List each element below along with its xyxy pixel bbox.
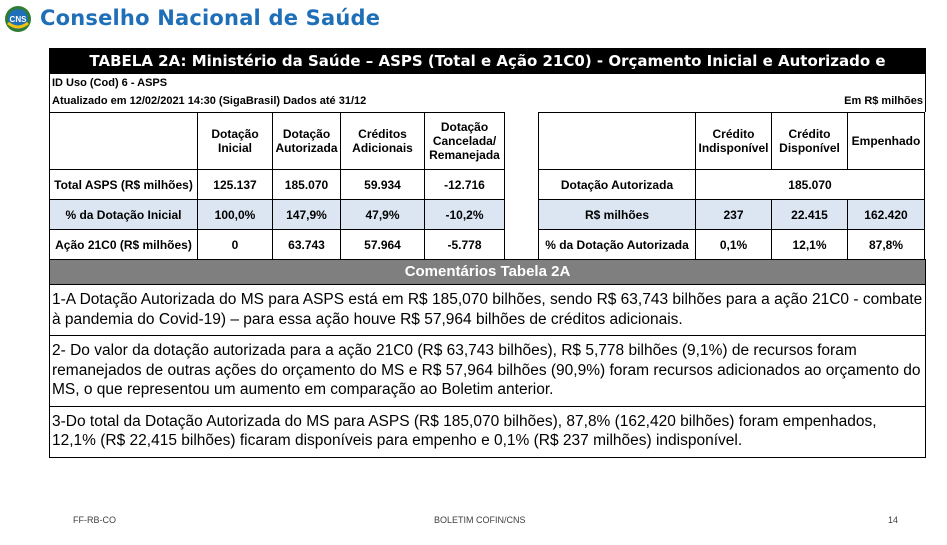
id-line: ID Uso (Cod) 6 - ASPS xyxy=(52,77,168,89)
table-cell: 147,9% xyxy=(272,199,341,230)
table-cell: 87,8% xyxy=(847,229,925,260)
table-cell: 22.415 xyxy=(771,199,848,230)
table-cell: 125.137 xyxy=(197,169,273,200)
header: CNS Conselho Nacional de Saúde xyxy=(0,0,947,40)
corner-cell xyxy=(538,112,696,170)
table-cell: 0 xyxy=(197,229,273,260)
table-cell: 162.420 xyxy=(847,199,925,230)
row-label: % da Dotação Autorizada xyxy=(538,229,696,260)
table-row: Total ASPS (R$ milhões) 125.137 185.070 … xyxy=(49,169,505,200)
org-name: Conselho Nacional de Saúde xyxy=(40,6,381,30)
comment-item: 1-A Dotação Autorizada do MS para ASPS e… xyxy=(49,285,926,336)
logo-text: CNS xyxy=(10,15,28,24)
budget-table: Dotação Inicial Dotação Autorizada Crédi… xyxy=(49,112,505,260)
row-label: % da Dotação Inicial xyxy=(49,199,198,230)
table-cell: 237 xyxy=(695,199,772,230)
row-label: Ação 21C0 (R$ milhões) xyxy=(49,229,198,260)
footer-left: FF-RB-CO xyxy=(73,515,116,525)
footer-center: BOLETIM COFIN/CNS xyxy=(434,515,526,525)
table-row: Dotação Autorizada 185.070 xyxy=(538,169,925,200)
column-header: Crédito Disponível xyxy=(771,112,848,170)
row-label: Dotação Autorizada xyxy=(538,169,696,200)
column-header: Dotação Cancelada/ Remanejada xyxy=(424,112,505,170)
row-label: R$ milhões xyxy=(538,199,696,230)
corner-cell xyxy=(49,112,198,170)
updated-line: Atualizado em 12/02/2021 14:30 (SigaBras… xyxy=(52,95,367,107)
data-tables: Dotação Inicial Dotação Autorizada Crédi… xyxy=(49,112,926,260)
table-row: % da Dotação Autorizada 0,1% 12,1% 87,8% xyxy=(538,229,925,260)
table-cell: -10,2% xyxy=(424,199,505,230)
table-cell: 0,1% xyxy=(695,229,772,260)
execution-table: Crédito Indisponível Crédito Disponível … xyxy=(538,112,925,260)
page-number: 14 xyxy=(888,515,899,525)
table-cell: 57.964 xyxy=(340,229,425,260)
column-header: Dotação Inicial xyxy=(197,112,273,170)
table-title: TABELA 2A: Ministério da Saúde – ASPS (T… xyxy=(49,48,926,96)
comment-item: 2- Do valor da dotação autorizada para a… xyxy=(49,336,926,407)
table-cell: 47,9% xyxy=(340,199,425,230)
table-cell: 59.934 xyxy=(340,169,425,200)
column-header: Créditos Adicionais xyxy=(340,112,425,170)
table-cell: -12.716 xyxy=(424,169,505,200)
row-label: Total ASPS (R$ milhões) xyxy=(49,169,198,200)
table-cell: 12,1% xyxy=(771,229,848,260)
table-cell: 63.743 xyxy=(272,229,341,260)
table-cell: 185.070 xyxy=(272,169,341,200)
table-row: % da Dotação Inicial 100,0% 147,9% 47,9%… xyxy=(49,199,505,230)
comment-item: 3-Do total da Dotação Autorizada do MS p… xyxy=(49,406,926,458)
table-meta: ID Uso (Cod) 6 - ASPS Atualizado em 12/0… xyxy=(49,74,926,112)
table-cell: 100,0% xyxy=(197,199,273,230)
table-row: Ação 21C0 (R$ milhões) 0 63.743 57.964 -… xyxy=(49,229,505,260)
units-label: Em R$ milhões xyxy=(844,95,923,107)
column-header: Dotação Autorizada xyxy=(272,112,341,170)
comments-title: Comentários Tabela 2A xyxy=(49,259,926,285)
column-header: Empenhado xyxy=(847,112,925,170)
table-cell: -5.778 xyxy=(424,229,505,260)
table-cell: 185.070 xyxy=(695,169,925,200)
column-header: Crédito Indisponível xyxy=(695,112,772,170)
table-row: R$ milhões 237 22.415 162.420 xyxy=(538,199,925,230)
report-sheet: TABELA 2A: Ministério da Saúde – ASPS (T… xyxy=(49,48,926,458)
cns-logo-icon: CNS xyxy=(5,6,31,32)
